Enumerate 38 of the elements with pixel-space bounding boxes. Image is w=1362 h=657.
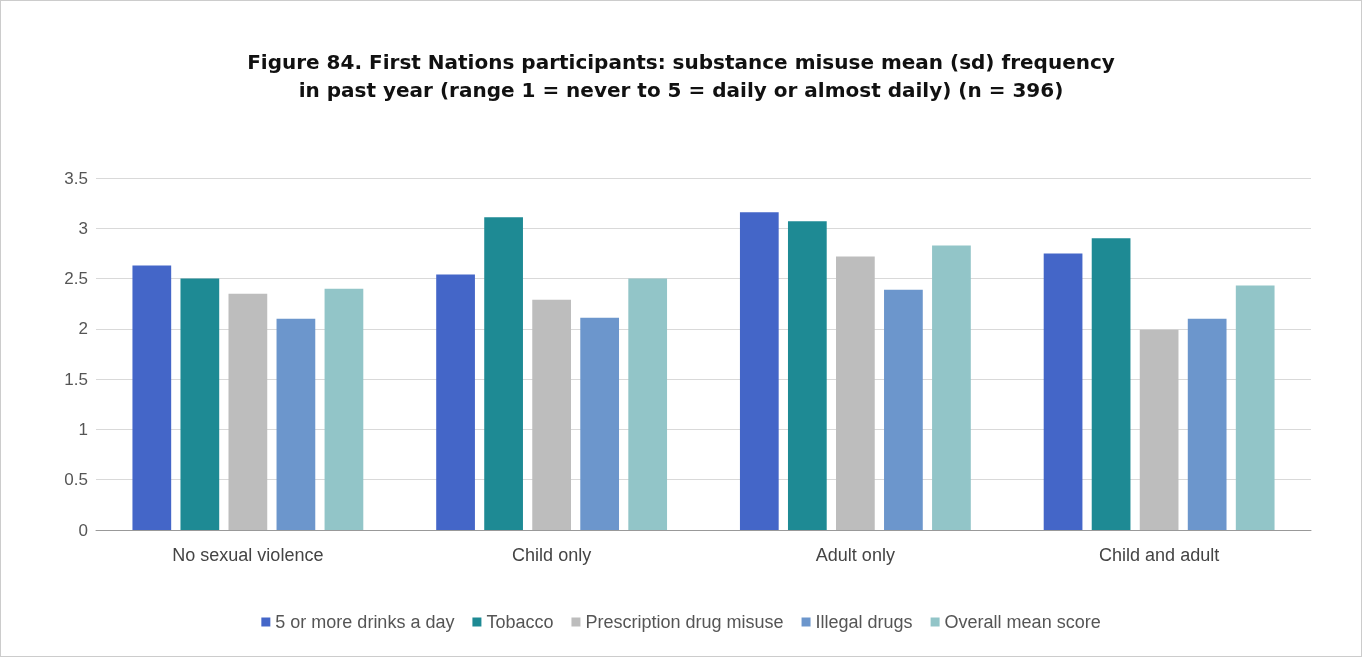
bar xyxy=(132,265,172,530)
bar xyxy=(276,318,316,530)
x-tick-label: No sexual violence xyxy=(172,545,324,565)
y-tick-label: 0.5 xyxy=(64,470,88,490)
bar xyxy=(932,245,971,530)
y-tick-label: 3.5 xyxy=(64,168,88,188)
bar xyxy=(180,278,220,530)
bar xyxy=(1091,238,1131,530)
chart-title: Figure 84. First Nations participants: substance misuse mean (sd) frequency in past year (range 1 = never to 5 = daily or almost daily) (n = 396) xyxy=(247,50,1115,102)
bar xyxy=(228,293,268,530)
x-tick-label: Child only xyxy=(512,545,592,565)
bar xyxy=(787,221,827,530)
legend-label: 5 or more drinks a day xyxy=(275,612,455,632)
bar xyxy=(484,217,523,530)
bar xyxy=(628,278,668,530)
bar xyxy=(1235,285,1275,530)
bar xyxy=(1043,253,1083,530)
bar xyxy=(739,212,779,530)
bar xyxy=(436,274,475,530)
bar xyxy=(580,317,620,530)
x-tick-label: Adult only xyxy=(815,545,895,565)
bar xyxy=(1139,329,1179,530)
bar xyxy=(324,288,364,530)
y-tick-label: 1 xyxy=(78,419,88,439)
y-tick-label: 0 xyxy=(78,520,88,540)
y-tick-label: 2 xyxy=(78,319,88,339)
x-tick-label: Child and adult xyxy=(1099,545,1220,565)
y-tick-label: 1.5 xyxy=(64,369,88,389)
bar xyxy=(836,256,875,530)
y-tick-label: 3 xyxy=(78,218,88,238)
legend-label: Illegal drugs xyxy=(815,612,913,632)
bar xyxy=(884,289,923,530)
legend-label: Prescription drug misuse xyxy=(585,612,784,632)
y-tick-label: 2.5 xyxy=(64,269,88,289)
bar xyxy=(1187,318,1227,530)
bar xyxy=(532,299,571,530)
legend-label: Tobacco xyxy=(486,612,554,632)
legend-label: Overall mean score xyxy=(944,612,1101,632)
